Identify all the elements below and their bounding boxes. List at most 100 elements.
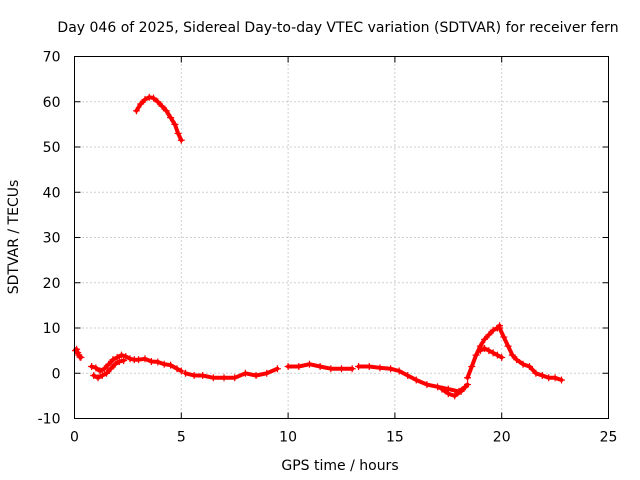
data-point [481,335,489,343]
data-point [551,374,559,382]
data-point [141,95,149,103]
data-point [122,353,130,361]
data-point [464,374,472,382]
data-point [295,362,303,370]
data-point [252,372,260,380]
data-point [171,120,179,128]
data-point [167,114,175,122]
data-point [174,129,182,137]
data-point [472,351,480,359]
data-point [137,100,145,108]
series-group [496,324,566,384]
data-point [111,360,119,368]
data-point [132,107,140,115]
series-group [90,357,128,382]
data-point [209,374,217,382]
data-point [348,365,356,373]
series-line [497,326,564,382]
data-point [513,356,521,364]
data-point [438,385,446,393]
series-group [284,360,356,373]
x-tick-label: 10 [279,430,297,446]
data-point [376,364,384,372]
y-tick-label: 0 [52,366,61,382]
data-point [177,136,185,144]
data-point [485,331,493,339]
plot-area [72,93,566,400]
data-point [88,362,96,370]
grid [74,56,609,419]
data-point [485,347,493,355]
series-group [355,362,469,395]
data-point [404,372,412,380]
data-point [489,349,497,357]
data-point [412,376,420,384]
series-group [132,93,185,144]
data-point [113,353,121,361]
data-point [500,333,508,341]
data-point [395,367,403,375]
data-point [117,351,125,359]
data-point [135,356,143,364]
data-point [100,365,108,373]
data-point [327,365,335,373]
data-point [231,374,239,382]
data-point [92,364,100,372]
data-point [464,381,472,389]
series-group [72,345,85,361]
data-point [387,365,395,373]
data-point [103,369,111,377]
data-point [493,351,501,359]
data-point [489,326,497,334]
data-point [115,357,123,365]
data-point [508,351,516,359]
data-point [457,387,465,395]
chart-title: Day 046 of 2025, Sidereal Day-to-day VTE… [57,20,618,36]
y-tick-label: 10 [43,321,61,337]
data-point [141,355,149,363]
y-tick-label: 30 [43,231,61,247]
series-group [88,351,185,375]
data-point [90,372,98,380]
data-point [77,353,85,361]
x-tick-label: 5 [177,430,186,446]
x-axis-label: GPS time / hours [281,458,398,474]
data-point [150,94,158,102]
y-tick-label: 50 [43,140,61,156]
data-point [98,372,106,380]
data-point [451,392,459,400]
data-point [182,369,190,377]
data-point [305,360,313,368]
data-point [434,383,442,391]
x-tick-label: 25 [600,430,618,446]
data-point [496,324,504,332]
data-point [94,374,102,382]
data-point [147,357,155,365]
data-point [107,365,115,373]
data-point [338,365,345,373]
data-point [154,358,162,366]
data-point [538,372,546,380]
data-point [96,367,104,375]
data-point [498,353,506,361]
data-point [126,355,134,363]
series-group [438,381,472,400]
data-point [532,369,540,377]
x-tick-label: 20 [493,430,511,446]
data-point [444,390,452,398]
data-point [504,342,512,350]
data-point [173,365,181,373]
series-line [183,366,280,380]
data-point [284,362,292,370]
y-tick-label: -10 [38,412,61,428]
y-tick-label: 20 [43,276,61,292]
data-point [525,362,533,370]
data-point [120,357,128,365]
x-tick-label: 15 [386,430,404,446]
series-line [356,364,468,394]
series-group [182,365,281,382]
data-point [476,347,484,355]
data-point [177,367,185,375]
y-tick-label: 60 [43,95,61,111]
